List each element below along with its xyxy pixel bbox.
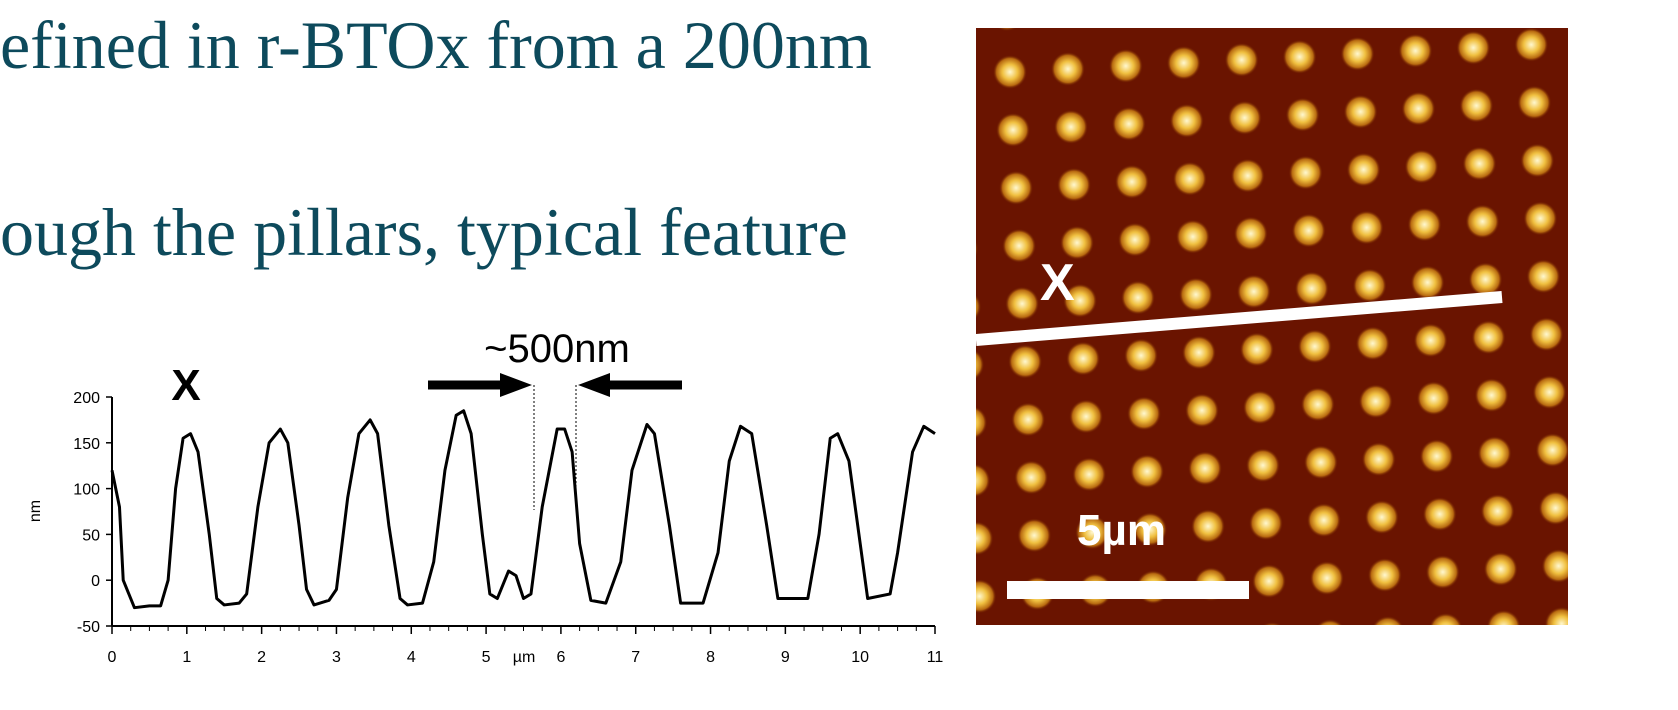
- profile-line: [110, 409, 936, 610]
- x-tick-label: 4: [407, 649, 416, 666]
- arrows: [428, 373, 682, 510]
- x-tick-label: 5: [482, 649, 491, 666]
- y-tick-label: 100: [73, 482, 100, 499]
- slide-text: ough the pillars, typical feature: [0, 194, 848, 270]
- scale-label: 5µm: [1077, 506, 1166, 555]
- x-tick-label: 8: [706, 649, 715, 666]
- x-tick-label: 6: [556, 649, 565, 666]
- y-tick-label: -50: [77, 619, 100, 636]
- annotation: ~500nm: [484, 327, 630, 371]
- y-tick-label: 200: [73, 390, 100, 407]
- y-tick-label: 150: [73, 436, 100, 453]
- annotation: X: [171, 361, 200, 410]
- slide-text: efined in r-BTOx from a 200nm: [0, 7, 872, 83]
- x-tick-label: 7: [631, 649, 640, 666]
- chart: -50 0 50 100 150 200 0 1 2 3 4 5 6 7 8 9 10 11 µm nm X ~500nm: [27, 327, 943, 666]
- x-axis-label: µm: [513, 649, 536, 666]
- y-tick-label: 0: [91, 573, 100, 590]
- x-tick-label: 0: [108, 649, 117, 666]
- x-tick-label: 10: [851, 649, 869, 666]
- x-tick-label: 1: [182, 649, 191, 666]
- x-tick-label: 3: [332, 649, 341, 666]
- x-tick-label: 11: [927, 649, 944, 666]
- y-axis-label: nm: [27, 500, 44, 522]
- x-tick-label: 9: [781, 649, 790, 666]
- afm-image: [976, 28, 1568, 625]
- x-tick-label: 2: [257, 649, 266, 666]
- image-marker: X: [1040, 254, 1075, 312]
- y-tick-label: 50: [82, 527, 100, 544]
